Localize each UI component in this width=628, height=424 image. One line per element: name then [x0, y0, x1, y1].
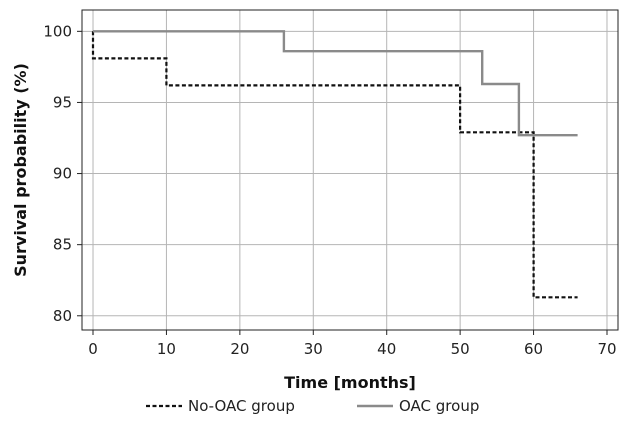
x-tick-label: 60 — [524, 340, 543, 358]
grid-lines — [82, 10, 618, 330]
legend: No-OAC group OAC group — [146, 397, 479, 415]
y-tick-label: 90 — [53, 165, 72, 183]
y-tick-label: 80 — [53, 307, 72, 325]
y-tick-label: 95 — [53, 93, 72, 111]
x-axis-title: Time [months] — [284, 373, 416, 392]
x-tick-label: 50 — [451, 340, 470, 358]
tick-labels: 0 10 20 30 40 50 60 70 80 85 90 95 100 — [43, 22, 616, 358]
series-layer — [91, 30, 578, 299]
x-tick-label: 0 — [88, 340, 98, 358]
x-tick-label: 40 — [377, 340, 396, 358]
x-tick-label: 10 — [157, 340, 176, 358]
series-no-oac-line — [91, 31, 578, 299]
y-tick-label: 85 — [53, 236, 72, 254]
plot-frame — [81, 9, 619, 331]
x-tick-label: 70 — [597, 340, 616, 358]
y-tick-label: 100 — [43, 22, 72, 40]
y-axis-title: Survival probability (%) — [11, 63, 30, 277]
series-oac-line — [93, 30, 578, 137]
x-tick-label: 30 — [304, 340, 323, 358]
legend-label: No-OAC group — [188, 397, 295, 415]
legend-label: OAC group — [399, 397, 479, 415]
x-tick-label: 20 — [230, 340, 249, 358]
